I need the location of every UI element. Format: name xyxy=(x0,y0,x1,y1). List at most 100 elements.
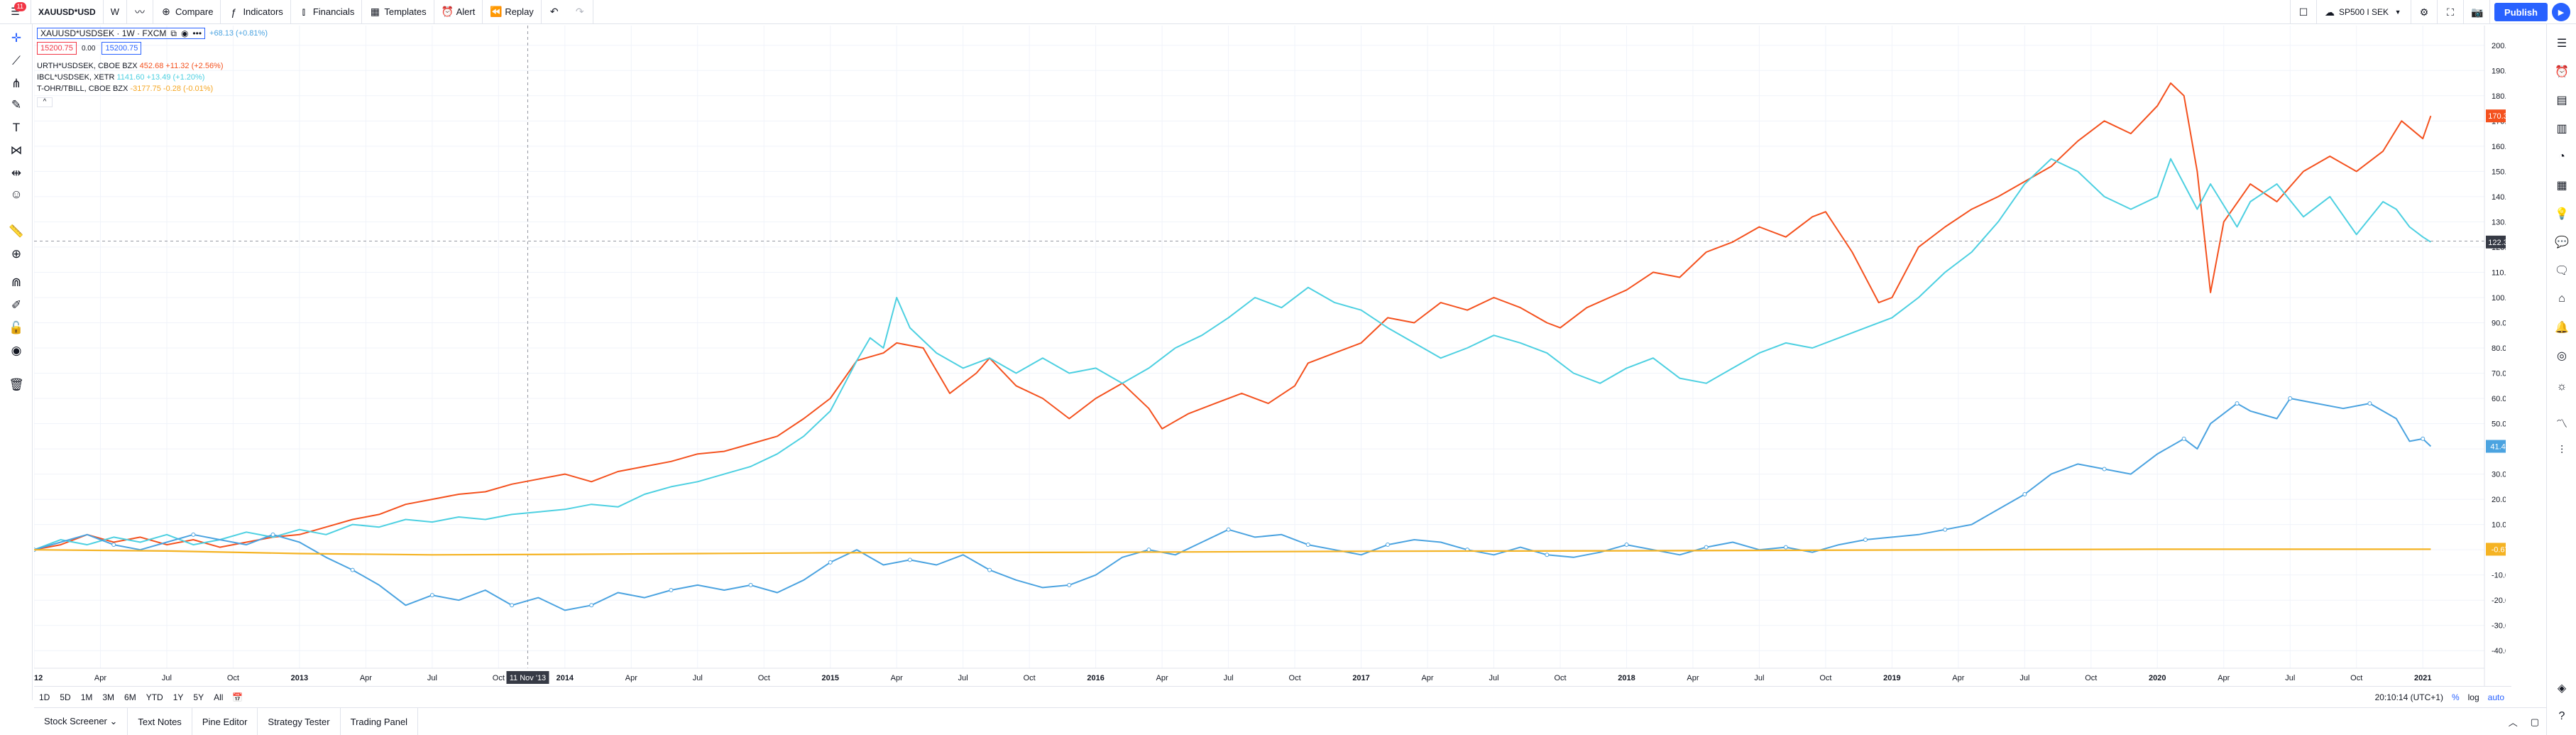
buy-button[interactable]: 15200.75 xyxy=(102,42,142,55)
auto-toggle[interactable]: auto xyxy=(2487,692,2504,702)
percent-toggle[interactable]: % xyxy=(2451,692,2460,702)
hotlist-button[interactable]: ▥ xyxy=(2547,118,2576,139)
compare-button[interactable]: ⊕ Compare xyxy=(153,0,221,24)
lock-tool[interactable]: 🔓 xyxy=(0,318,33,338)
chart-svg[interactable]: 11 Nov '13 200.00%190.00%180.00%170.00%1… xyxy=(34,26,2506,700)
chats-button[interactable]: 💬 xyxy=(2547,232,2576,253)
financials-button[interactable]: ⫾ Financials xyxy=(291,0,363,24)
ruler-tool[interactable]: 📏 xyxy=(0,222,33,241)
overlay-row[interactable]: T-OHR/TBILL, CBOE BZX -3177.75 -0.28 (-0… xyxy=(37,83,268,94)
x-tick-label: 2014 xyxy=(557,674,574,682)
fullscreen-button[interactable]: ⛶ xyxy=(2438,0,2465,24)
sell-button[interactable]: 15200.75 xyxy=(37,42,77,55)
redo-button[interactable]: ↷ xyxy=(567,0,593,24)
replay-button[interactable]: ⏪ Replay xyxy=(483,0,542,24)
stay-drawing-tool[interactable]: ✐ xyxy=(0,295,33,315)
trend-line-tool[interactable]: ⟋ xyxy=(0,51,33,71)
last-value-box xyxy=(2486,543,2506,556)
range-button-ytd[interactable]: YTD xyxy=(146,692,163,702)
y-tick-label: 160.00% xyxy=(2492,143,2506,151)
tab-stock-screener[interactable]: Stock Screener ⌄ xyxy=(34,707,128,735)
series-point xyxy=(1146,548,1151,552)
tab-trading-panel[interactable]: Trading Panel xyxy=(341,707,419,735)
symbol-search-button[interactable]: XAUUSD*USD xyxy=(31,0,104,24)
templates-button[interactable]: ▦ Templates xyxy=(362,0,434,24)
magnet-tool[interactable]: ⋒ xyxy=(0,273,33,293)
fib-tool[interactable]: ⋔ xyxy=(0,74,33,94)
series-point xyxy=(1305,543,1310,548)
overlay-row[interactable]: IBCL*USDSEK, XETR 1141.60 +13.49 (+1.20%… xyxy=(37,72,268,83)
undo-button[interactable]: ↶ xyxy=(542,0,567,24)
indicators-button[interactable]: ƒ Indicators xyxy=(221,0,291,24)
price-axis[interactable]: 200.00%190.00%180.00%170.00%160.00%150.0… xyxy=(2484,26,2506,686)
range-button-6m[interactable]: 6M xyxy=(124,692,136,702)
overlay-row[interactable]: URTH*USDSEK, CBOE BZX 452.68 +11.32 (+2.… xyxy=(37,60,268,72)
calendar-button[interactable]: ▦ xyxy=(2547,175,2576,196)
settings-button[interactable]: ⚙ xyxy=(2411,0,2438,24)
y-tick-label: 10.00% xyxy=(2492,521,2506,530)
maximize-panel-icon[interactable]: ▢ xyxy=(2530,716,2539,727)
play-button[interactable]: ▶ xyxy=(2552,3,2570,21)
brush-tool[interactable]: ✎ xyxy=(0,95,33,115)
range-button-1d[interactable]: 1D xyxy=(39,692,50,702)
dom-button[interactable]: 〽 xyxy=(2547,412,2576,433)
tab-pine-editor[interactable]: Pine Editor xyxy=(192,707,258,735)
ideas-button[interactable]: 💡 xyxy=(2547,203,2576,224)
crosshair-tool[interactable]: ✛ xyxy=(0,28,33,48)
help-button[interactable]: ? xyxy=(2547,706,2576,727)
main-menu-button[interactable]: ☰ 11 xyxy=(0,0,31,24)
range-button-5d[interactable]: 5D xyxy=(60,692,71,702)
measure-icon: 📏 xyxy=(9,224,24,238)
series-point xyxy=(2022,492,2027,497)
ideas-stream-button[interactable]: ☼ xyxy=(2547,376,2576,398)
layout-name-button[interactable]: ☁ SP500 I SEK ▼ xyxy=(2317,0,2412,24)
chart-style-button[interactable]: 〰 xyxy=(127,0,153,24)
layers-button[interactable]: ◈ xyxy=(2547,677,2576,699)
range-button-3m[interactable]: 3M xyxy=(102,692,115,702)
series-line xyxy=(34,548,2431,556)
time-axis[interactable]: 2012 Apr Jul Oct 2013 Apr Jul Oct 2014 Apr Jul Oct 2… xyxy=(34,668,2484,682)
alerts-button[interactable]: ⏰ xyxy=(2547,61,2576,82)
streams-button[interactable]: ⌂ xyxy=(2547,288,2576,310)
minimize-panel-icon[interactable]: ︿ xyxy=(2508,717,2518,728)
series-point xyxy=(2235,401,2240,406)
watchlist-icon: ☰ xyxy=(2556,38,2567,50)
date-range-icon[interactable]: 📅 xyxy=(232,692,243,702)
range-button-5y[interactable]: 5Y xyxy=(193,692,204,702)
measure-tool[interactable]: ⇹ xyxy=(0,163,33,183)
collapse-legend-button[interactable]: ^ xyxy=(37,97,53,107)
pattern-tool[interactable]: ⋈ xyxy=(0,141,33,160)
snapshot-button[interactable]: 📷 xyxy=(2464,0,2491,24)
settings-small-icon[interactable]: ⧉ xyxy=(170,28,177,38)
remove-tool[interactable]: 🗑 xyxy=(0,375,33,395)
alert-button[interactable]: ⏰ Alert xyxy=(434,0,483,24)
watchlist-button[interactable]: ☰ xyxy=(2547,33,2576,54)
data-window-button[interactable]: ▤ xyxy=(2547,89,2576,111)
y-tick-label: -20.00% xyxy=(2492,597,2506,605)
chart-pane[interactable]: 11 Nov '13 200.00%190.00%180.00%170.00%1… xyxy=(34,26,2506,700)
range-button-all[interactable]: All xyxy=(214,692,224,702)
tab-text-notes[interactable]: Text Notes xyxy=(128,707,192,735)
notifications-button[interactable]: 🔔 xyxy=(2547,317,2576,338)
text-tool[interactable]: T xyxy=(0,118,33,138)
hide-tool[interactable]: ◉ xyxy=(0,341,33,361)
messages-button[interactable]: 🗨 xyxy=(2547,260,2576,281)
more-icon[interactable]: ••• xyxy=(192,28,202,38)
timer-button[interactable]: ◔ xyxy=(2547,146,2576,168)
log-toggle[interactable]: log xyxy=(2467,692,2479,702)
interval-button[interactable]: W xyxy=(104,0,127,24)
publish-button[interactable]: Publish xyxy=(2494,3,2548,21)
zoom-tool[interactable]: ⊕ xyxy=(0,244,33,264)
emoji-tool[interactable]: ☺ xyxy=(0,185,33,205)
indicators-label: Indicators xyxy=(243,6,283,17)
tab-strategy-tester[interactable]: Strategy Tester xyxy=(258,707,341,735)
broadcast-button[interactable]: ◎ xyxy=(2547,345,2576,366)
select-layout-button[interactable]: ☐ xyxy=(2290,0,2317,24)
clock-time[interactable]: 20:10:14 (UTC+1) xyxy=(2374,692,2443,702)
x-tick-label: 2013 xyxy=(291,674,308,682)
range-button-1y[interactable]: 1Y xyxy=(172,692,184,702)
main-symbol-box[interactable]: XAUUSD*USDSEK · 1W · FXCM ⧉ ◉ ••• xyxy=(37,28,206,39)
eye-small-icon[interactable]: ◉ xyxy=(180,28,189,38)
range-button-1m[interactable]: 1M xyxy=(80,692,93,702)
order-panel-button[interactable]: ⫶ xyxy=(2547,440,2576,462)
